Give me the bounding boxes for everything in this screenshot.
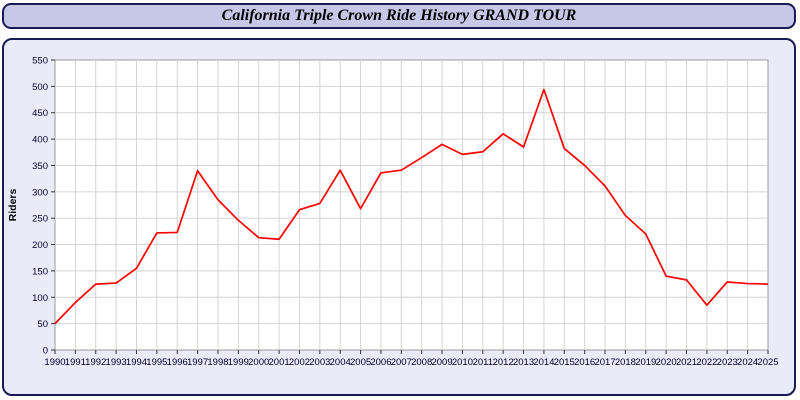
y-axis-labels: 0 50 100 150 200 250 300 350 400 450 500 550	[32, 56, 48, 357]
svg-text:2010: 2010	[452, 357, 473, 368]
svg-text:2007: 2007	[391, 357, 412, 368]
svg-text:150: 150	[32, 266, 48, 277]
svg-text:500: 500	[32, 82, 48, 93]
svg-text:2025: 2025	[757, 357, 778, 368]
svg-text:2000: 2000	[248, 357, 269, 368]
svg-text:300: 300	[32, 187, 48, 198]
x-axis-labels: 1990 1991 1992 1993 1994 1995 1996 1997 1998 1999…	[44, 357, 778, 368]
svg-text:2012: 2012	[493, 357, 514, 368]
svg-text:2003: 2003	[309, 357, 330, 368]
y-axis-title: Riders	[7, 189, 19, 222]
grid	[55, 60, 768, 350]
page-title: California Triple Crown Ride History GRA…	[221, 7, 577, 24]
svg-text:1990: 1990	[44, 357, 65, 368]
svg-text:350: 350	[32, 161, 48, 172]
svg-text:2005: 2005	[350, 357, 371, 368]
svg-text:1991: 1991	[65, 357, 86, 368]
svg-text:1993: 1993	[106, 357, 127, 368]
svg-text:200: 200	[32, 240, 48, 251]
svg-text:1998: 1998	[207, 357, 228, 368]
svg-text:2015: 2015	[554, 357, 575, 368]
svg-text:1996: 1996	[167, 357, 188, 368]
svg-text:2001: 2001	[269, 357, 290, 368]
svg-text:400: 400	[32, 135, 48, 146]
chart-panel: 0 50 100 150 200 250 300 350 400 450 500 550 1990 199…	[2, 38, 796, 396]
svg-text:450: 450	[32, 108, 48, 119]
svg-text:2018: 2018	[615, 357, 636, 368]
svg-text:1994: 1994	[126, 357, 147, 368]
svg-text:0: 0	[43, 346, 48, 357]
svg-text:250: 250	[32, 214, 48, 225]
svg-text:2019: 2019	[635, 357, 656, 368]
svg-text:2006: 2006	[370, 357, 391, 368]
svg-text:2004: 2004	[330, 357, 351, 368]
svg-text:1997: 1997	[187, 357, 208, 368]
svg-text:2023: 2023	[717, 357, 738, 368]
svg-text:2002: 2002	[289, 357, 310, 368]
svg-text:1992: 1992	[85, 357, 106, 368]
svg-text:2024: 2024	[737, 357, 758, 368]
svg-text:1995: 1995	[146, 357, 167, 368]
svg-text:2017: 2017	[594, 357, 615, 368]
svg-text:2013: 2013	[513, 357, 534, 368]
svg-text:2008: 2008	[411, 357, 432, 368]
title-bar: California Triple Crown Ride History GRA…	[2, 3, 796, 29]
svg-text:100: 100	[32, 293, 48, 304]
svg-text:550: 550	[32, 56, 48, 67]
riders-line	[54, 88, 769, 325]
svg-text:2014: 2014	[533, 357, 554, 368]
svg-text:2020: 2020	[656, 357, 677, 368]
axis-ticks	[51, 59, 769, 354]
svg-text:2021: 2021	[676, 357, 697, 368]
svg-text:50: 50	[37, 319, 48, 330]
svg-text:2011: 2011	[473, 357, 493, 368]
svg-text:1999: 1999	[228, 357, 249, 368]
svg-text:2016: 2016	[574, 357, 595, 368]
plot-area	[54, 59, 769, 351]
svg-text:2009: 2009	[431, 357, 452, 368]
svg-text:2022: 2022	[696, 357, 717, 368]
